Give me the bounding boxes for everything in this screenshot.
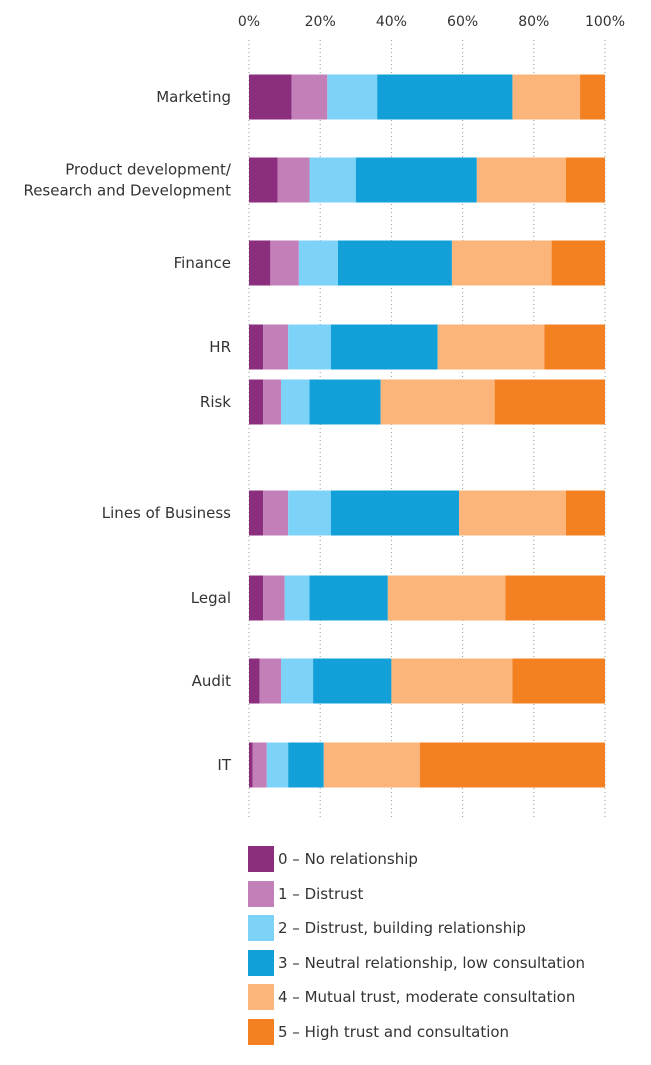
bar-segment xyxy=(551,240,605,286)
bar-segment xyxy=(313,658,392,704)
bar-segment xyxy=(309,575,388,621)
bar-segment xyxy=(249,658,260,704)
legend-item: 1 – Distrust xyxy=(248,880,364,907)
bar-segment xyxy=(263,575,285,621)
bar-segment xyxy=(565,157,605,203)
legend-label: 1 – Distrust xyxy=(278,884,364,903)
bar-segment xyxy=(277,157,310,203)
bar-segment xyxy=(252,742,267,788)
bar-segment xyxy=(505,575,605,621)
category-label: Legal xyxy=(191,589,231,607)
legend-label: 5 – High trust and consultation xyxy=(278,1022,510,1041)
legend-swatch xyxy=(248,984,274,1010)
bar-segment xyxy=(284,575,310,621)
bar-segment xyxy=(355,157,477,203)
legend-label: 2 – Distrust, building relationship xyxy=(278,919,526,937)
bar-segment xyxy=(291,74,328,120)
legend-item: 4 – Mutual trust, moderate consultation xyxy=(248,984,575,1010)
bar-segment xyxy=(512,658,605,704)
legend-swatch xyxy=(248,915,274,941)
bar-segment xyxy=(544,324,605,370)
legend-item: 0 – No relationship xyxy=(248,846,418,872)
bar-segment xyxy=(377,74,513,120)
bar-segment xyxy=(263,324,289,370)
stacked-bar-chart: 0% 20% 40% 60% 80% 100% Marketing Product devel… xyxy=(23,14,625,818)
legend-item: 2 – Distrust, building relationship xyxy=(248,915,526,941)
bar-segment xyxy=(259,658,282,704)
bar-segment xyxy=(249,490,264,536)
bar-segment xyxy=(288,324,331,370)
bar-segment xyxy=(270,240,299,286)
bar-segment xyxy=(249,742,253,788)
category-label: Audit xyxy=(192,672,231,690)
bar-segment xyxy=(580,74,605,120)
bar-segment xyxy=(419,742,605,788)
x-tick-label: 20% xyxy=(305,14,336,30)
bar-segment xyxy=(249,240,271,286)
legend-item: 5 – High trust and consultation xyxy=(248,1018,510,1045)
legend-label: 0 – No relationship xyxy=(278,850,418,868)
bar-segment xyxy=(338,240,452,286)
bar-segment xyxy=(249,379,264,425)
bar-segment xyxy=(309,379,381,425)
bar-segment xyxy=(380,379,495,425)
category-label: Lines of Business xyxy=(102,504,231,522)
bar-segment xyxy=(437,324,545,370)
bar-segment xyxy=(476,157,566,203)
bar-segment xyxy=(451,240,552,286)
bar-segment xyxy=(249,157,278,203)
bar-segment xyxy=(391,658,513,704)
category-label: Finance xyxy=(174,254,231,272)
bar-segment xyxy=(288,490,331,536)
x-tick-label: 40% xyxy=(376,14,407,30)
bar-segment xyxy=(387,575,506,621)
bar-segment xyxy=(565,490,605,536)
x-tick-label: 80% xyxy=(518,14,549,30)
legend-label: 3 – Neutral relationship, low consultati… xyxy=(278,953,586,972)
bar-segment xyxy=(249,575,264,621)
legend-item: 3 – Neutral relationship, low consultati… xyxy=(248,949,586,976)
bar-segment xyxy=(281,379,310,425)
category-label: Risk xyxy=(200,393,231,411)
x-tick-label: 60% xyxy=(447,14,478,30)
bar-segment xyxy=(249,74,292,120)
bar-segment xyxy=(249,324,264,370)
bar-segment xyxy=(309,157,356,203)
category-label: IT xyxy=(217,756,231,774)
legend-label: 4 – Mutual trust, moderate consultation xyxy=(278,988,576,1006)
legend-swatch xyxy=(248,949,274,976)
bar-segment xyxy=(281,658,314,704)
x-tick-label: 100% xyxy=(585,14,625,30)
bar-segment xyxy=(263,379,282,425)
legend-swatch xyxy=(248,1018,274,1045)
category-label: Product development/Research and Develop… xyxy=(23,161,231,200)
bar-segment xyxy=(512,74,581,120)
bar-segment xyxy=(459,490,566,536)
bar-segment xyxy=(494,379,605,425)
bar-segment xyxy=(266,742,289,788)
category-label: Marketing xyxy=(156,88,231,106)
legend-swatch xyxy=(248,880,274,907)
bar-segment xyxy=(298,240,338,286)
category-label: HR xyxy=(209,338,231,356)
bar-segment xyxy=(323,742,420,788)
bar-segment xyxy=(327,74,378,120)
bar-segment xyxy=(288,742,324,788)
bar-segment xyxy=(330,490,460,536)
x-tick-label: 0% xyxy=(238,14,260,30)
bar-segment xyxy=(263,490,289,536)
bar-segment xyxy=(330,324,438,370)
legend-swatch xyxy=(248,846,274,872)
